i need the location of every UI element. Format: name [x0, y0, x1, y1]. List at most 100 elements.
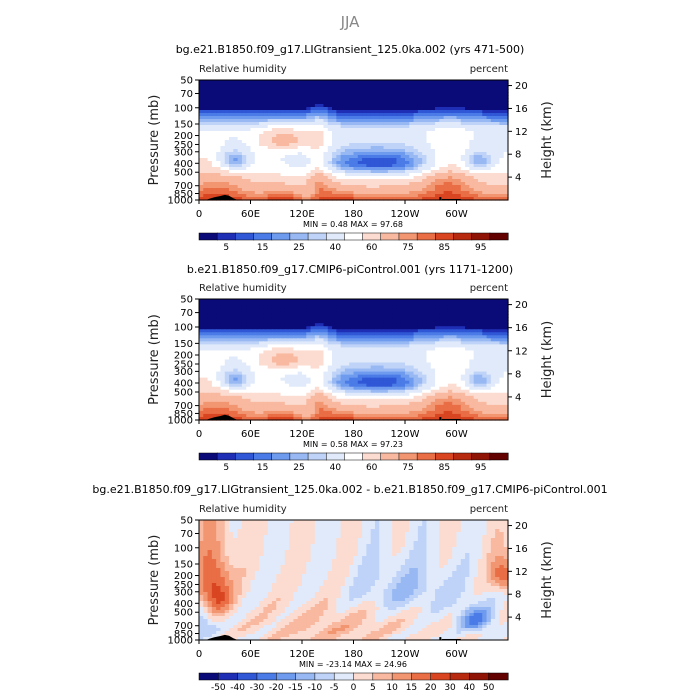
field-cell [400, 95, 406, 99]
field-cell [199, 149, 204, 153]
field-cell [259, 83, 264, 87]
field-cell [323, 149, 329, 153]
field-cell [469, 116, 475, 120]
field-cell [229, 89, 234, 93]
field-cell [405, 98, 410, 102]
field-cell [263, 89, 269, 93]
field-cell [276, 128, 282, 132]
field-cell [387, 107, 393, 111]
field-cell [250, 131, 256, 135]
field-cell [267, 92, 273, 96]
field-cell [460, 80, 466, 84]
field-cell [383, 125, 389, 129]
field-cell [220, 80, 226, 84]
field-cell [366, 128, 372, 132]
field-cell [370, 128, 376, 132]
field-cell [490, 86, 496, 90]
field-cell [430, 80, 436, 84]
field-cell [302, 143, 307, 147]
field-cell [469, 80, 475, 84]
field-cell [276, 119, 282, 123]
field-cell [486, 140, 492, 144]
field-cell [241, 155, 247, 159]
field-cell [336, 110, 342, 114]
field-cell [203, 80, 209, 84]
field-cell [417, 137, 423, 141]
field-cell [443, 113, 449, 117]
field-cell [456, 107, 462, 111]
field-cell [392, 122, 398, 126]
field-cell [203, 86, 209, 90]
field-cell [293, 113, 299, 117]
field-cell [409, 140, 415, 144]
field-cell [302, 149, 307, 153]
field-cell [482, 101, 488, 105]
field-cell [344, 137, 350, 141]
field-cell [327, 128, 333, 132]
field-cell [254, 149, 260, 153]
field-cell [340, 149, 346, 153]
field-cell [422, 95, 428, 99]
field-cell [302, 119, 307, 123]
field-cell [417, 83, 423, 87]
field-cell [435, 98, 440, 102]
field-cell [276, 164, 282, 168]
y2-tick-label: 20 [515, 81, 528, 92]
field-cell [383, 134, 389, 138]
field-cell [503, 116, 509, 120]
field-cell [469, 137, 475, 141]
field-cell [216, 92, 222, 96]
field-cell [430, 107, 436, 111]
field-cell [229, 104, 234, 108]
field-cell [233, 155, 239, 159]
field-cell [319, 95, 325, 99]
field-cell [374, 128, 380, 132]
field-cell [396, 86, 402, 90]
field-cell [387, 143, 393, 147]
field-cell [233, 113, 239, 117]
field-cell [490, 92, 496, 96]
field-cell [263, 128, 269, 132]
field-cell [353, 164, 359, 168]
field-cell [229, 155, 234, 159]
field-cell [499, 134, 505, 138]
field-cell [229, 83, 234, 87]
field-cell [495, 83, 501, 87]
field-cell [211, 152, 217, 156]
field-cell [241, 143, 247, 147]
field-cell [417, 134, 423, 138]
field-cell [379, 149, 385, 153]
field-cell [199, 110, 204, 114]
field-cell [203, 113, 209, 117]
field-cell [271, 116, 277, 120]
field-cell [327, 119, 333, 123]
field-cell [297, 134, 303, 138]
field-cell [443, 122, 449, 126]
field-cell [405, 116, 410, 120]
field-cell [310, 89, 316, 93]
field-cell [473, 146, 479, 150]
field-cell [447, 149, 453, 153]
field-cell [503, 134, 509, 138]
field-cell [469, 119, 475, 123]
field-cell [289, 128, 295, 132]
field-cell [314, 110, 320, 114]
field-cell [362, 95, 367, 99]
field-cell [344, 95, 350, 99]
field-cell [465, 158, 470, 162]
field-cell [327, 155, 333, 159]
field-cell [495, 161, 501, 165]
field-cell [362, 161, 367, 165]
field-cell [435, 152, 440, 156]
field-cell [465, 143, 470, 147]
field-cell [271, 125, 277, 129]
field-cell [280, 116, 286, 120]
field-cell [323, 164, 329, 168]
field-cell [422, 149, 428, 153]
field-cell [344, 164, 350, 168]
field-cell [254, 152, 260, 156]
field-cell [229, 131, 234, 135]
field-cell [340, 80, 346, 84]
field-cell [302, 104, 307, 108]
field-cell [276, 80, 282, 84]
